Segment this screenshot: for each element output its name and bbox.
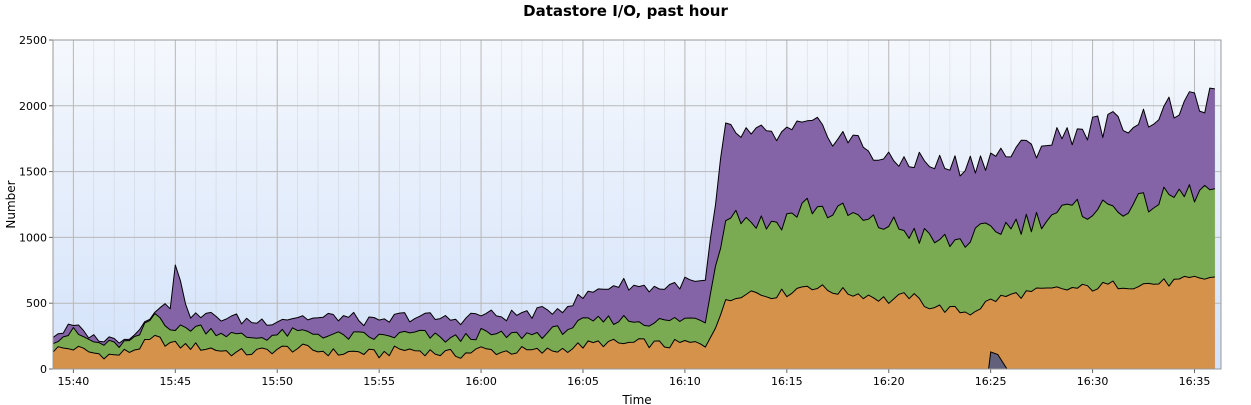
x-tick-label: 16:25 bbox=[975, 375, 1007, 388]
x-tick-label: 15:45 bbox=[159, 375, 191, 388]
chart-title: Datastore I/O, past hour bbox=[523, 2, 728, 20]
x-tick-label: 15:55 bbox=[363, 375, 395, 388]
x-axis-label: Time bbox=[621, 393, 651, 405]
x-tick-label: 15:50 bbox=[261, 375, 293, 388]
series-area-purple bbox=[53, 88, 1215, 348]
x-tick-label: 16:20 bbox=[873, 375, 905, 388]
axes: 0 500 1000 1500 2000 2500 15:40 15:45 15:50 15:55… bbox=[19, 34, 1222, 388]
y-tick-label: 2500 bbox=[19, 34, 47, 47]
y-tick-label: 0 bbox=[40, 363, 47, 376]
y-tick-label: 500 bbox=[26, 297, 47, 310]
y-tick-label: 1000 bbox=[19, 231, 47, 244]
series-line-purple bbox=[52, 87, 1215, 344]
x-tick-label: 16:15 bbox=[771, 375, 803, 388]
x-tick-label: 16:00 bbox=[465, 375, 497, 388]
y-tick-label: 2000 bbox=[19, 100, 47, 113]
plot-border bbox=[52, 39, 1222, 370]
series-areas bbox=[52, 87, 1215, 370]
x-tick-label: 16:35 bbox=[1179, 375, 1211, 388]
series-area-orange bbox=[53, 276, 1215, 369]
series-line-green bbox=[52, 184, 1215, 348]
series-line-orange bbox=[52, 275, 1215, 360]
x-tick-label: 16:05 bbox=[567, 375, 599, 388]
x-tick-label: 16:10 bbox=[669, 375, 701, 388]
series-area-green bbox=[53, 184, 1215, 359]
x-tick-label: 16:30 bbox=[1077, 375, 1109, 388]
x-tick-label: 15:40 bbox=[58, 375, 90, 388]
y-axis-label: Number bbox=[4, 180, 18, 228]
y-tick-label: 1500 bbox=[19, 166, 47, 179]
